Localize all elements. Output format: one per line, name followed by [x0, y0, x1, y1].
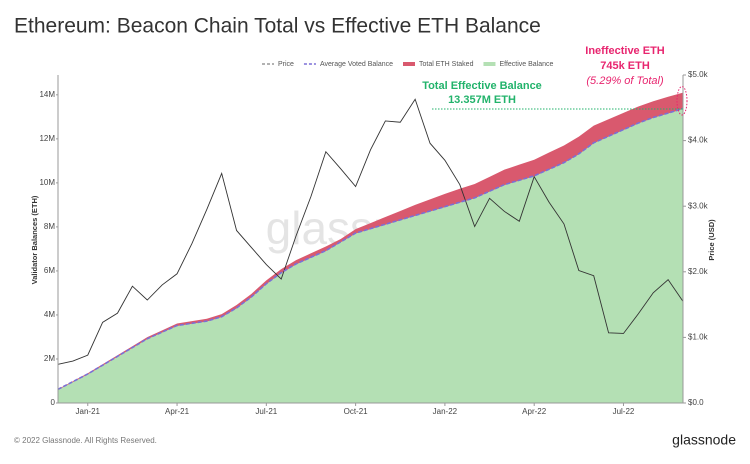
y-tick-label: 12M	[39, 134, 55, 143]
x-tick-label: Jul-21	[255, 407, 277, 416]
annotation: Ineffective ETH	[585, 45, 665, 57]
y2-axis-title: Price (USD)	[707, 219, 716, 261]
y-axis-title: Validator Balances (ETH)	[30, 195, 39, 284]
area	[58, 108, 683, 404]
dashed-line	[57, 107, 684, 391]
legend-swatch	[483, 62, 496, 66]
chart-title: Ethereum: Beacon Chain Total vs Effectiv…	[14, 15, 541, 38]
y2-tick-label: $0.0	[688, 398, 704, 407]
y2-tick-label: $4.0k	[688, 136, 709, 145]
annotation: 745k ETH	[600, 60, 650, 72]
y-tick-label: 4M	[44, 310, 55, 319]
legend-label: Average Voted Balance	[320, 61, 393, 68]
line	[57, 98, 684, 365]
x-tick-label: Jul-22	[613, 407, 635, 416]
annotation-ring	[676, 86, 688, 116]
y2-tick-label: $3.0k	[688, 201, 709, 210]
y2-tick-label: $2.0k	[688, 267, 709, 276]
y-tick-label: 10M	[39, 178, 55, 187]
brand: glassnode	[672, 432, 736, 448]
x-tick-label: Jan-21	[76, 407, 101, 416]
y2-tick-label: $5.0k	[688, 70, 709, 79]
legend-label: Effective Balance	[499, 61, 553, 68]
y-tick-label: 8M	[44, 222, 55, 231]
y-tick-label: 6M	[44, 266, 55, 275]
x-tick-label: Oct-21	[344, 407, 369, 416]
y-tick-label: 0	[51, 398, 56, 407]
legend-swatch	[403, 62, 415, 66]
x-tick-label: Jan-22	[433, 407, 458, 416]
y-tick-label: 2M	[44, 354, 55, 363]
legend-label: Total ETH Staked	[419, 61, 474, 68]
y-tick-label: 14M	[39, 90, 55, 99]
annotation: (5.29% of Total)	[586, 75, 664, 87]
y2-tick-label: $1.0k	[688, 333, 709, 342]
footer: © 2022 Glassnode. All Rights Reserved.	[14, 436, 157, 445]
legend-label: Price	[278, 61, 294, 68]
x-tick-label: Apr-22	[522, 407, 547, 416]
annotation: Total Effective Balance	[422, 80, 542, 92]
x-tick-label: Apr-21	[165, 407, 190, 416]
annotation: 13.357M ETH	[448, 94, 516, 106]
